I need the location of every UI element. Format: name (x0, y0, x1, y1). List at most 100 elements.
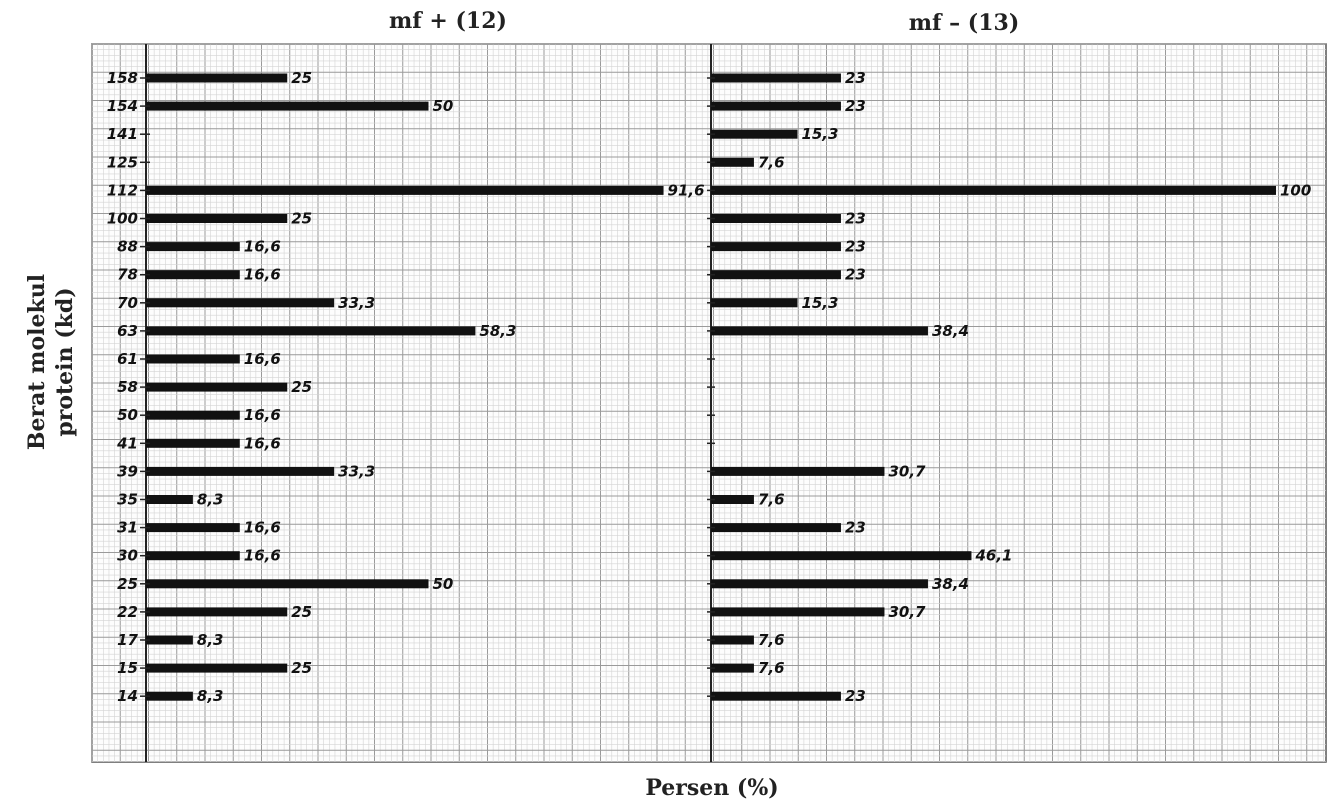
y-tick-label: 125 (107, 153, 138, 171)
data-label-mf-plus: 16,6 (244, 266, 281, 284)
data-label-mf-minus: 38,4 (932, 575, 969, 593)
data-label-mf-plus: 25 (291, 210, 312, 228)
data-label-mf-minus: 30,7 (888, 462, 926, 480)
bar-mf-plus (146, 214, 288, 223)
bars (146, 73, 1276, 701)
y-tick-label: 78 (117, 266, 138, 284)
data-label-mf-plus: 16,6 (244, 434, 281, 452)
bar-mf-minus (711, 579, 928, 589)
data-label-mf-plus: 16,6 (244, 238, 281, 256)
data-label-mf-minus: 100 (1280, 181, 1311, 199)
data-label-mf-minus: 23 (845, 69, 866, 87)
y-tick-label: 154 (107, 97, 138, 115)
bar-mf-plus (146, 382, 288, 392)
grid-paper (91, 43, 1327, 763)
bar-mf-minus (711, 270, 841, 280)
y-tick-label: 25 (117, 575, 138, 593)
y-tick-label: 158 (107, 69, 138, 87)
data-label-mf-plus: 25 (291, 603, 312, 621)
bar-mf-minus (711, 607, 885, 617)
bar-mf-plus (146, 270, 240, 280)
data-label-mf-minus: 23 (845, 266, 866, 284)
x-axis-title: Persen (%) (645, 775, 778, 801)
bar-mf-minus (711, 185, 1276, 195)
y-tick-label: 30 (117, 547, 138, 565)
data-label-mf-minus: 23 (845, 687, 866, 705)
bar-mf-minus (711, 214, 841, 223)
data-label-mf-minus: 30,7 (888, 603, 926, 621)
bar-mf-plus (146, 73, 288, 83)
bar-mf-plus (146, 663, 288, 673)
data-label-mf-plus: 25 (291, 659, 312, 677)
data-label-mf-plus: 8,3 (197, 491, 224, 509)
data-label-mf-minus: 15,3 (801, 294, 838, 312)
data-labels: 25 50 91,6 25 16,6 16,6 33,3 58,3 16,6 25 16,6 16,6… (197, 69, 1311, 705)
data-label-mf-plus: 25 (291, 378, 312, 396)
data-label-mf-minus: 7,6 (758, 659, 785, 677)
data-label-mf-plus: 25 (291, 69, 312, 87)
bar-mf-minus (711, 523, 841, 533)
y-tick-label: 63 (117, 322, 138, 340)
bar-mf-minus (711, 326, 928, 336)
data-label-mf-minus: 38,4 (932, 322, 969, 340)
y-tick-label: 100 (107, 210, 138, 228)
data-label-mf-minus: 15,3 (801, 125, 838, 143)
y-tick-labels: 158 154 141 125 112 100 88 78 70 63 61 58 50 41 39 35 31… (107, 69, 715, 705)
bar-mf-minus (711, 101, 841, 111)
bar-mf-minus (711, 635, 754, 645)
bar-mf-plus (146, 185, 664, 195)
bar-mf-plus (146, 551, 240, 561)
data-label-mf-plus: 16,6 (244, 519, 281, 537)
bar-mf-minus (711, 157, 754, 167)
y-tick-label: 17 (117, 631, 138, 649)
bar-mf-minus (711, 73, 841, 83)
bar-mf-plus (146, 579, 429, 589)
bar-mf-plus (146, 410, 240, 420)
data-label-mf-plus: 50 (433, 97, 454, 115)
data-label-mf-minus: 7,6 (758, 631, 785, 649)
data-label-mf-minus: 7,6 (758, 491, 785, 509)
y-tick-label: 31 (117, 519, 138, 537)
data-label-mf-minus: 7,6 (758, 153, 785, 171)
data-label-mf-minus: 23 (845, 210, 866, 228)
data-label-mf-plus: 16,6 (244, 547, 281, 565)
data-label-mf-plus: 16,6 (244, 350, 281, 368)
y-axis-title-line1: Berat molekul (24, 274, 50, 450)
bar-mf-plus (146, 354, 240, 364)
y-tick-label: 70 (117, 294, 138, 312)
data-label-mf-minus: 23 (845, 519, 866, 537)
bar-mf-plus (146, 523, 240, 533)
data-label-mf-plus: 33,3 (338, 294, 375, 312)
data-label-mf-plus: 91,6 (668, 181, 705, 199)
bar-mf-plus (146, 326, 476, 336)
data-label-mf-plus: 33,3 (338, 462, 375, 480)
y-tick-label: 58 (117, 378, 138, 396)
bar-mf-plus (146, 635, 193, 645)
data-label-mf-plus: 50 (433, 575, 454, 593)
y-tick-label: 61 (117, 350, 138, 368)
bar-mf-plus (146, 495, 193, 504)
bar-mf-plus (146, 466, 335, 476)
bar-mf-plus (146, 607, 288, 617)
y-tick-label: 112 (107, 181, 138, 199)
bar-mf-minus (711, 663, 754, 673)
bar-mf-plus (146, 438, 240, 448)
y-tick-label: 41 (116, 434, 138, 452)
bar-mf-minus (711, 691, 841, 701)
panel-title-left: mf + (12) (389, 8, 507, 34)
y-tick-label: 35 (117, 491, 138, 509)
bar-mf-plus (146, 101, 429, 111)
data-label-mf-minus: 46,1 (974, 547, 1012, 565)
panel-title-right: mf – (13) (909, 10, 1020, 36)
bar-mf-minus (711, 242, 841, 252)
data-label-mf-minus: 23 (845, 97, 866, 115)
y-axis-title-line2: protein (kd) (52, 287, 78, 436)
y-tick-label: 88 (117, 238, 138, 256)
bar-mf-plus (146, 298, 335, 308)
y-tick-label: 50 (117, 406, 138, 424)
bar-mf-minus (711, 495, 754, 504)
data-label-mf-plus: 58,3 (479, 322, 516, 340)
y-tick-label: 15 (117, 659, 138, 677)
data-label-mf-plus: 8,3 (197, 631, 224, 649)
